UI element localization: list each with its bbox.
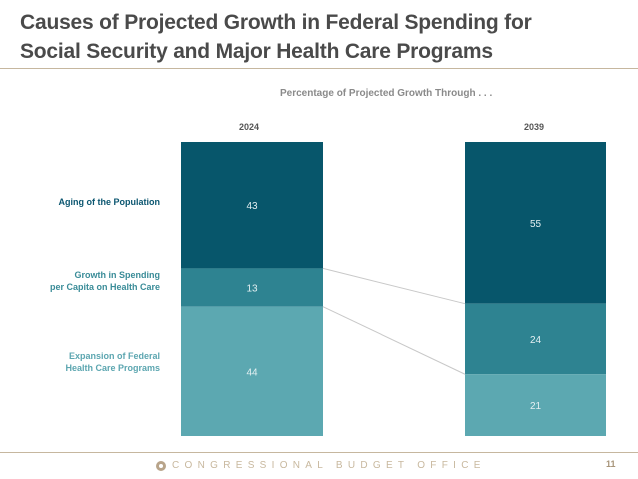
data-label-2024-3: 44 <box>246 367 258 378</box>
connector-line-2 <box>322 306 466 375</box>
data-label-2024-1: 43 <box>246 201 258 212</box>
legend-label-aging: Aging of the Population <box>58 197 160 207</box>
bar-segment-2039-3 <box>465 374 606 436</box>
bar-segment-2024-2 <box>181 268 323 307</box>
slide-title-line-1: Causes of Projected Growth in Federal Sp… <box>20 11 532 34</box>
legend-label-spending-per-capita: Growth in Spending per Capita on Health … <box>49 270 160 292</box>
data-label-2039-2: 24 <box>530 335 542 346</box>
data-label-2039-1: 55 <box>530 219 542 230</box>
x-tick-label-2024: 2024 <box>239 122 260 132</box>
slide-title-line-2: Social Security and Major Health Care Pr… <box>20 40 493 63</box>
data-label-2039-3: 21 <box>530 401 542 412</box>
title-divider <box>0 68 638 69</box>
connector-line-1 <box>322 267 466 305</box>
bar-segment-2039-1 <box>465 142 606 304</box>
cbo-logo-icon <box>156 461 166 471</box>
legend-label-expansion: Expansion of Federal Health Care Program… <box>65 351 160 373</box>
data-label-2024-2: 13 <box>246 284 258 295</box>
chart-title: Percentage of Projected Growth Through .… <box>280 88 493 99</box>
page-number: 11 <box>606 459 616 469</box>
footer-org-name: CONGRESSIONAL BUDGET OFFICE <box>172 460 486 471</box>
x-tick-label-2039: 2039 <box>524 122 545 132</box>
footer-divider <box>0 452 638 453</box>
bar-segment-2024-3 <box>181 306 323 436</box>
bar-segment-2024-1 <box>181 142 323 269</box>
slide-title: Causes of Projected Growth in Federal Sp… <box>20 8 532 66</box>
bar-segment-2039-2 <box>465 303 606 375</box>
